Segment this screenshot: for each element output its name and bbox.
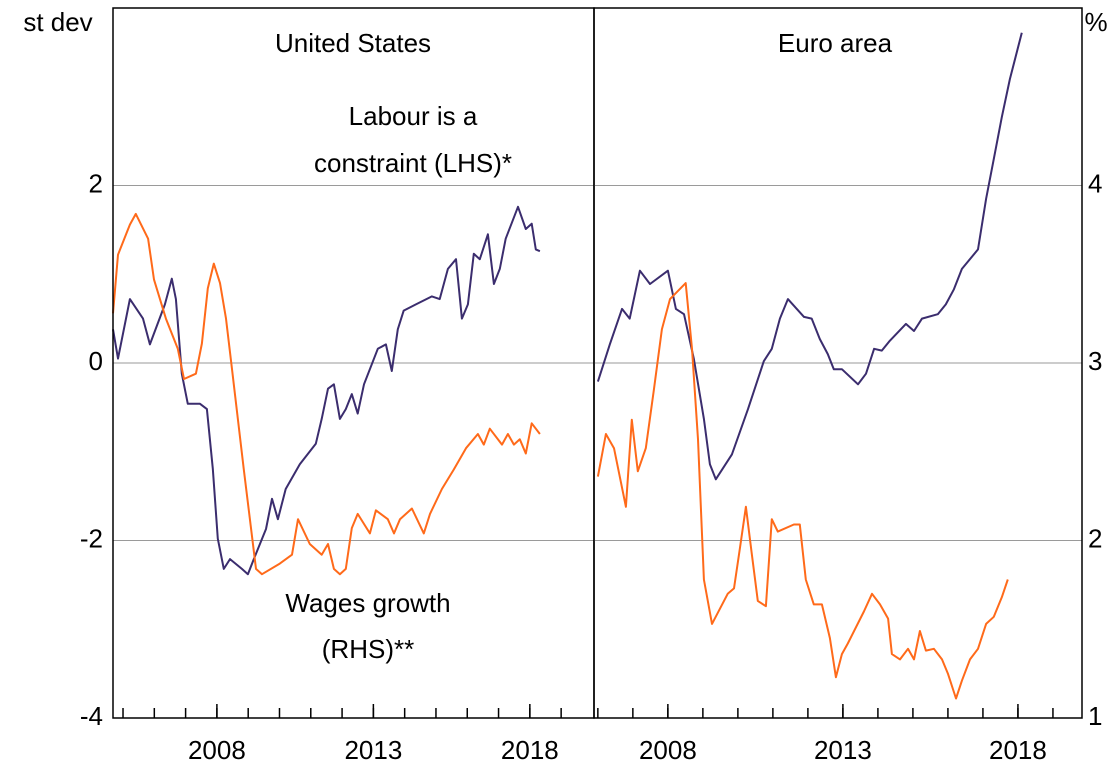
- y-tick-label: -2: [80, 523, 103, 553]
- panel-title: Euro area: [778, 28, 893, 58]
- y-tick-label: 2: [89, 168, 103, 198]
- annotation: (RHS)**: [322, 634, 414, 664]
- y2-tick-label: 2: [1088, 523, 1102, 553]
- y2-axis-label: %: [1084, 7, 1107, 37]
- plot-frame: [593, 7, 1083, 719]
- data-line: [596, 282, 1009, 700]
- annotation: Wages growth: [285, 588, 450, 618]
- x-tick-label: 2013: [344, 735, 402, 765]
- x-tick-label: 2018: [989, 735, 1047, 765]
- x-tick-label: 2018: [501, 735, 559, 765]
- x-tick-label: 2013: [814, 735, 872, 765]
- y2-tick-label: 4: [1088, 168, 1102, 198]
- y-axis-label: st dev: [23, 7, 92, 37]
- y2-tick-label: 3: [1088, 346, 1102, 376]
- annotation: constraint (LHS)*: [314, 148, 512, 178]
- data-line: [112, 205, 541, 576]
- data-line: [112, 212, 541, 576]
- x-tick-label: 2008: [639, 735, 697, 765]
- x-tick-label: 2008: [188, 735, 246, 765]
- panel-title: United States: [275, 28, 431, 58]
- y2-tick-label: 1: [1088, 701, 1102, 731]
- annotation: Labour is a: [349, 101, 478, 131]
- y-tick-label: 0: [89, 346, 103, 376]
- data-line: [596, 32, 1023, 481]
- y-tick-label: -4: [80, 701, 103, 731]
